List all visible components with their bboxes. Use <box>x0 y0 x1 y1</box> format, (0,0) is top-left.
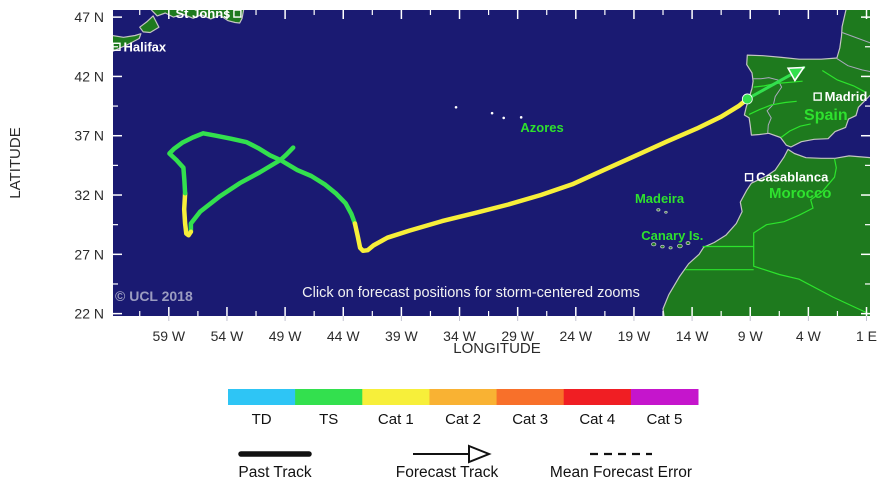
island-canary-4 <box>677 243 683 249</box>
sample-label-mean-forecast-error: Mean Forecast Error <box>550 464 692 481</box>
ebro-river <box>821 69 866 93</box>
island-canary-2 <box>660 244 665 249</box>
island-madeira-1 <box>656 208 661 212</box>
land-newfoundland <box>150 10 245 24</box>
tagus-river <box>748 100 797 115</box>
legend-swatch-cat4 <box>563 389 632 405</box>
region-label-azores: Azores <box>520 120 563 135</box>
legend-label-4: Cat 3 <box>512 411 548 428</box>
city-marker-st-johns <box>233 9 242 18</box>
past-track-segment-2-cat1 <box>181 190 194 238</box>
x-tick-label: 59 W <box>152 328 185 344</box>
y-tick-label: 22 N <box>74 306 104 322</box>
x-tick-label: 14 W <box>676 328 709 344</box>
x-tick-label: 9 W <box>738 328 764 344</box>
zoom-instruction-text: Click on forecast positions for storm-ce… <box>302 285 640 301</box>
y-tick-label: 27 N <box>74 246 104 262</box>
legend-swatch-cat2 <box>429 389 498 405</box>
legend-label-6: Cat 5 <box>646 411 682 428</box>
forecast-arrowhead-icon[interactable] <box>786 66 806 83</box>
legend-label-0: TD <box>252 411 272 428</box>
region-label-morocco: Morocco <box>769 185 832 202</box>
island-canary-3 <box>668 246 673 250</box>
island-azores-4 <box>519 116 523 119</box>
city-marker-madrid <box>813 92 822 101</box>
past-track-segment-4-cat1 <box>352 96 750 254</box>
island-canary-1 <box>651 242 657 247</box>
y-tick-label: 37 N <box>74 128 104 144</box>
x-tick-label: 1 E <box>856 328 877 344</box>
region-label-spain: Spain <box>804 107 848 124</box>
land-cape-breton <box>139 15 160 34</box>
x-tick-label: 29 W <box>501 328 534 344</box>
x-tick-label: 24 W <box>559 328 592 344</box>
legend-swatch-ts <box>295 389 363 405</box>
land-iberia-france <box>743 10 870 148</box>
x-axis-title: LONGITUDE <box>453 340 541 357</box>
land-africa <box>662 148 870 316</box>
city-label-madrid: Madrid <box>825 89 868 104</box>
region-label-canary-is-: Canary Is. <box>641 228 703 243</box>
x-tick-label: 44 W <box>327 328 360 344</box>
x-tick-label: 34 W <box>443 328 476 344</box>
island-azores-3 <box>502 116 506 120</box>
y-axis-title: LATITUDE <box>7 127 24 198</box>
legend-label-1: TS <box>319 411 338 428</box>
forecast-position-dot[interactable] <box>741 93 753 105</box>
x-tick-label: 19 W <box>618 328 651 344</box>
sample-label-forecast-track: Forecast Track <box>396 464 499 481</box>
legend-swatch-cat3 <box>496 389 565 405</box>
legend-label-3: Cat 2 <box>445 411 481 428</box>
city-label-st-johns: St Johns <box>176 6 231 21</box>
border-portugal-spain <box>753 77 783 134</box>
y-tick-label: 42 N <box>74 68 104 84</box>
sample-label-past-track: Past Track <box>238 464 311 481</box>
legend-swatch-td <box>228 389 296 405</box>
x-tick-label: 49 W <box>269 328 302 344</box>
city-marker-halifax <box>112 42 121 51</box>
island-madeira-2 <box>664 210 668 214</box>
legend-swatch-cat5 <box>630 389 699 405</box>
city-label-casablanca: Casablanca <box>756 170 829 185</box>
past-track-segment-1-ts <box>188 145 296 235</box>
copyright-text: © UCL 2018 <box>115 288 193 304</box>
guadalquivir-river <box>780 123 811 138</box>
x-tick-label: 39 W <box>385 328 418 344</box>
legend-swatch-cat1 <box>362 389 430 405</box>
island-canary-5 <box>685 241 691 245</box>
region-label-madeira: Madeira <box>635 191 685 206</box>
y-tick-label: 47 N <box>74 9 104 25</box>
morocco-algeria-border <box>753 158 837 247</box>
city-label-halifax: Halifax <box>123 39 166 54</box>
past-track-segment-3-ts <box>167 131 358 226</box>
island-azores-2 <box>490 111 494 115</box>
y-tick-label: 32 N <box>74 187 104 203</box>
island-azores-1 <box>454 105 458 109</box>
legend-label-2: Cat 1 <box>378 411 414 428</box>
legend-label-5: Cat 4 <box>579 411 615 428</box>
x-tick-label: 54 W <box>211 328 244 344</box>
city-marker-casablanca <box>744 173 754 182</box>
x-tick-label: 4 W <box>796 328 822 344</box>
mauritania-diagonal-border <box>753 246 870 315</box>
border-france-spain <box>836 58 870 72</box>
border-france-river <box>841 32 870 44</box>
sample-forecast-arrowhead-icon <box>468 444 492 464</box>
